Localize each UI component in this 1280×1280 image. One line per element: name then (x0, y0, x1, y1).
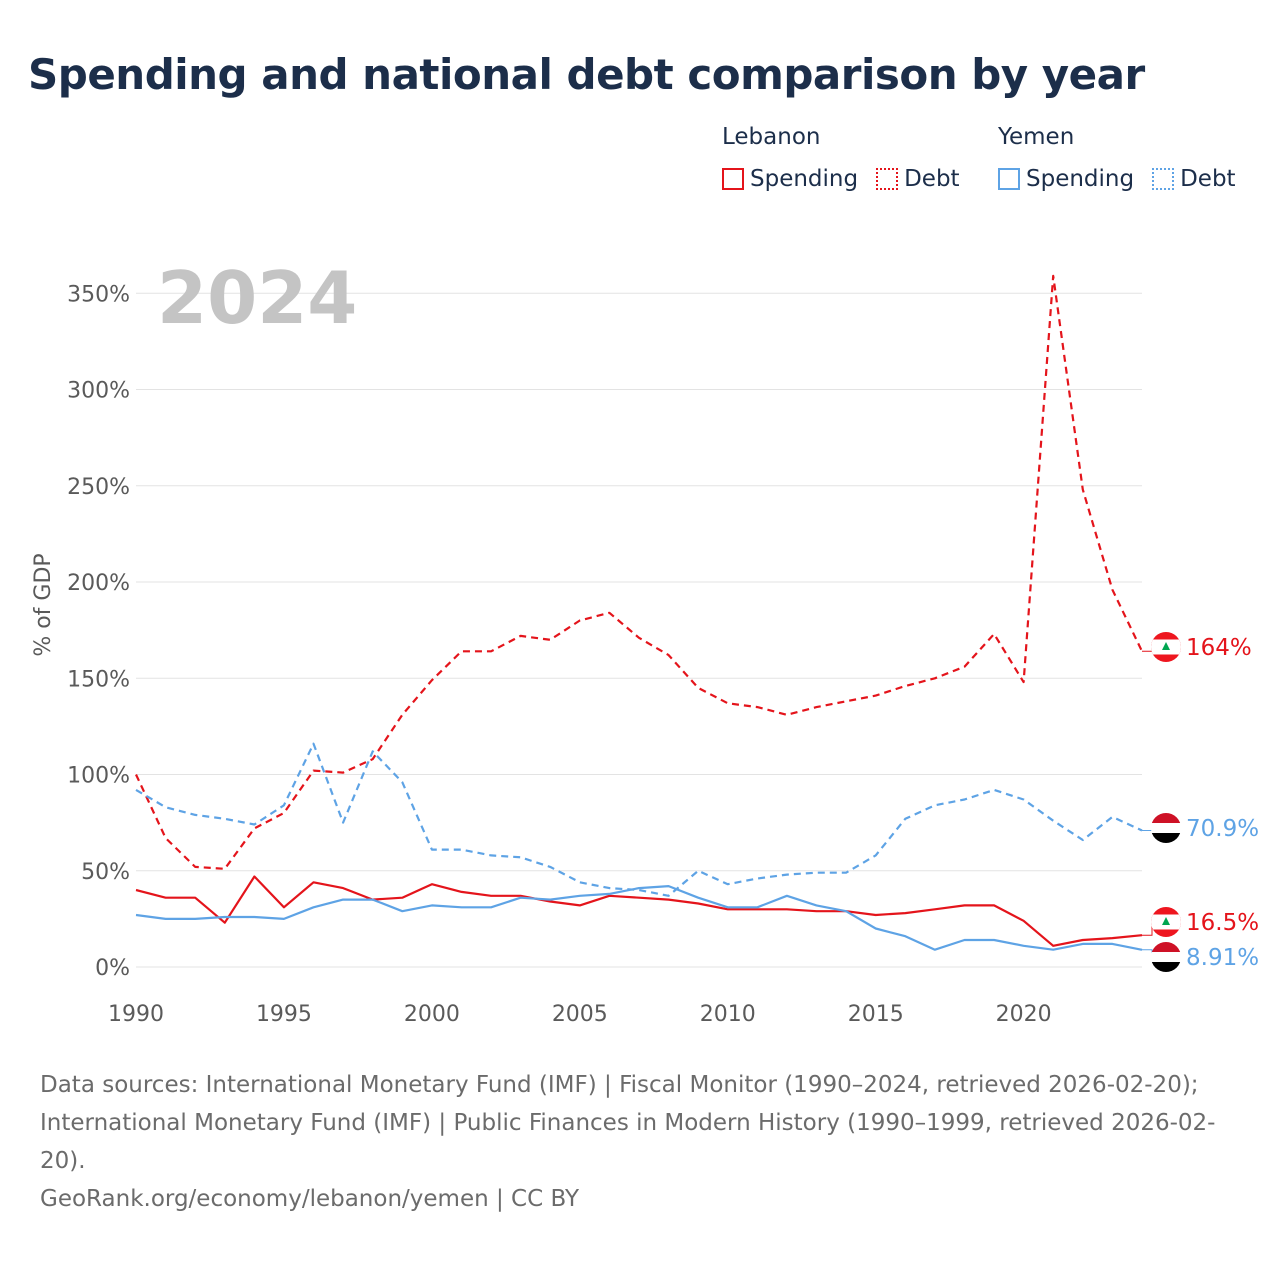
y-tick-label: 250% (67, 475, 130, 500)
year-label: 2024 (157, 256, 357, 340)
legend-country-yemen: Yemen (998, 124, 1075, 150)
x-tick-label: 2005 (552, 1002, 608, 1027)
x-tick-label: 2010 (700, 1002, 756, 1027)
legend-label-lebanon-debt: Debt (904, 166, 960, 192)
y-tick-label: 300% (67, 379, 130, 404)
grid-lines (136, 292, 1142, 968)
flag-stripe-black (1151, 833, 1181, 843)
x-tick-label: 2000 (404, 1002, 460, 1027)
end-value-label: 8.91% (1186, 945, 1259, 971)
legend-country-lebanon: Lebanon (722, 124, 821, 150)
x-tick-label: 2020 (996, 1002, 1052, 1027)
end-value-label: 16.5% (1186, 910, 1259, 936)
legend-swatch-lebanon-debt (876, 168, 899, 190)
footer: Data sources: International Monetary Fun… (40, 1066, 1240, 1218)
cedar-icon (1162, 642, 1170, 650)
data-sources: Data sources: International Monetary Fun… (40, 1072, 1216, 1174)
legend-swatch-yemen-debt (1152, 168, 1175, 190)
x-tick-label: 1990 (108, 1002, 164, 1027)
legend-swatch-lebanon-spending (722, 168, 744, 190)
yemen-flag-icon (1151, 942, 1181, 972)
series-line-yemen-spending (135, 884, 1143, 951)
end-value-label: 164% (1186, 635, 1252, 661)
chart-title: Spending and national debt comparison by… (28, 50, 1145, 99)
flag-stripe-white (1151, 823, 1181, 833)
x-axis-ticks: 1990 1995 2000 2005 2010 2015 2020 (108, 1002, 1052, 1027)
legend-item-yemen-spending[interactable]: Spending (998, 166, 1134, 192)
lebanon-flag-icon (1151, 907, 1181, 937)
legend-label-yemen-debt: Debt (1180, 166, 1236, 192)
series-line-yemen-debt (135, 742, 1143, 897)
series-line-lebanon-spending (135, 875, 1143, 947)
y-tick-label: 50% (81, 860, 130, 885)
flag-body (1151, 813, 1181, 843)
legend-label-yemen-spending: Spending (1026, 166, 1135, 192)
y-tick-label: 350% (67, 282, 130, 307)
line-chart: 2024 0%50%100%150%200%250%300%350% 1990 1… (31, 256, 1259, 1027)
y-tick-label: 200% (67, 571, 130, 596)
flag-body (1151, 632, 1181, 662)
flag-stripe-red (1151, 942, 1181, 952)
flag-stripe-white (1151, 952, 1181, 962)
legend-group-yemen: Yemen Spending Debt (998, 124, 1236, 192)
y-axis-label: % of GDP (31, 553, 56, 656)
y-axis-ticks: 0% 50% 100% 150% 200% 250% 300% 350% (67, 282, 130, 981)
legend-item-yemen-debt[interactable]: Debt (1152, 166, 1236, 192)
legend-item-lebanon-debt[interactable]: Debt (876, 166, 960, 192)
x-tick-label: 2015 (848, 1002, 904, 1027)
series-line-lebanon-debt (135, 274, 1143, 870)
series-lines (135, 274, 1143, 951)
cedar-icon (1162, 917, 1170, 925)
legend-group-lebanon: Lebanon Spending Debt (722, 124, 960, 192)
legend-item-lebanon-spending[interactable]: Spending (722, 166, 858, 192)
flag-stripe-red (1151, 813, 1181, 823)
legend-swatch-yemen-spending (998, 168, 1020, 190)
flag-body (1151, 907, 1181, 937)
x-tick-label: 1995 (256, 1002, 312, 1027)
end-value-label: 70.9% (1186, 816, 1259, 842)
y-tick-label: 0% (95, 956, 130, 981)
legend-label-lebanon-spending: Spending (750, 166, 859, 192)
credit-link[interactable]: GeoRank.org/economy/lebanon/yemen | CC B… (40, 1186, 580, 1212)
flag-body (1151, 942, 1181, 972)
y-tick-label: 100% (67, 764, 130, 789)
flag-stripe-black (1151, 962, 1181, 972)
end-markers: 164% 70.9% 16.5% 8.91% (1142, 632, 1259, 972)
y-tick-label: 150% (67, 667, 130, 692)
yemen-flag-icon (1151, 813, 1181, 843)
lebanon-flag-icon (1151, 632, 1181, 662)
